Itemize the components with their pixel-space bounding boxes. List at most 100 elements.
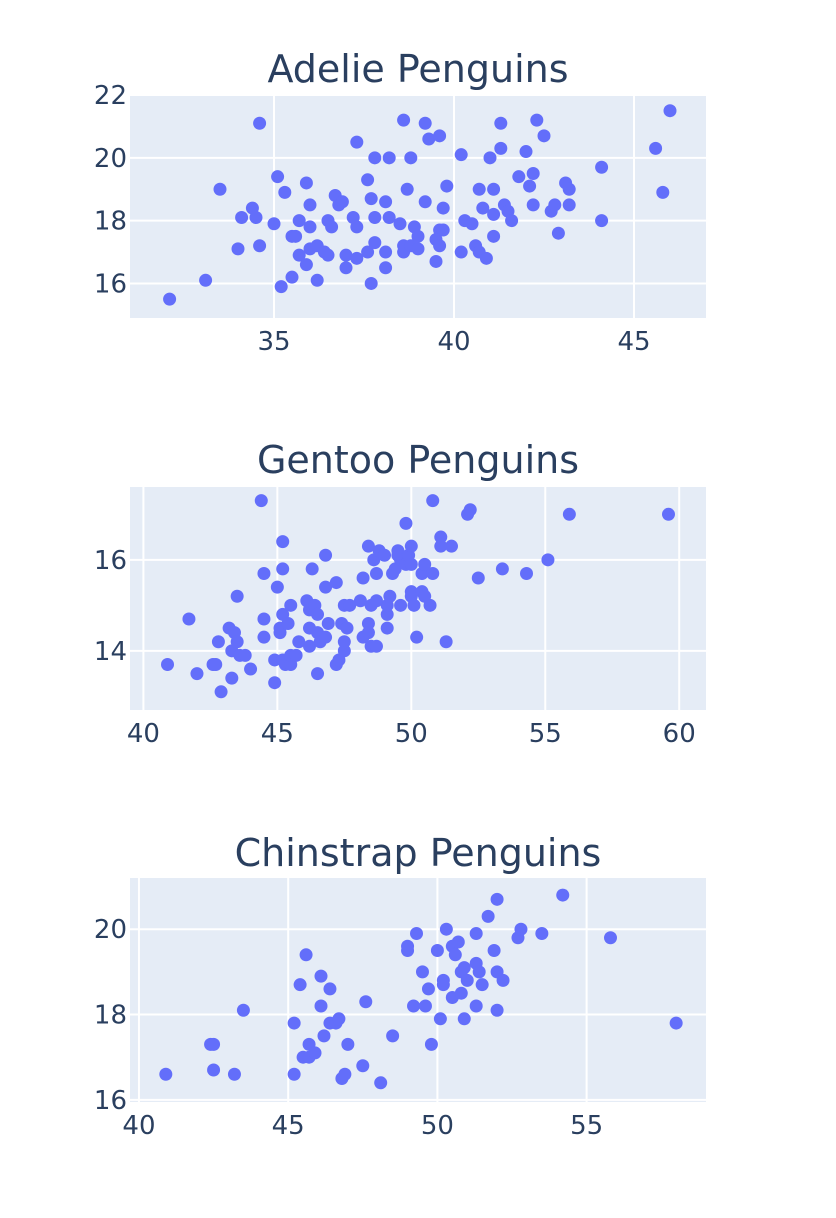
data-point xyxy=(338,1067,352,1081)
data-point xyxy=(319,548,333,562)
data-point xyxy=(476,201,490,215)
data-point xyxy=(163,292,177,306)
data-point xyxy=(207,1063,221,1077)
data-point xyxy=(271,170,285,184)
data-point xyxy=(199,273,213,287)
data-point xyxy=(487,944,501,958)
data-point xyxy=(369,639,383,653)
data-point xyxy=(368,151,382,165)
data-point xyxy=(161,657,175,671)
data-point xyxy=(190,667,204,681)
data-point xyxy=(421,982,435,996)
data-point xyxy=(329,576,343,590)
data-point xyxy=(562,507,576,521)
data-point xyxy=(379,195,393,209)
data-point xyxy=(235,210,249,224)
x-tick-label: 50 xyxy=(421,1111,454,1141)
data-point xyxy=(211,635,225,649)
data-point xyxy=(429,254,443,268)
x-tick-label: 40 xyxy=(127,719,160,749)
data-point xyxy=(469,926,483,940)
data-point xyxy=(418,557,432,571)
data-point xyxy=(214,685,228,699)
data-point xyxy=(268,676,282,690)
y-tick-label: 20 xyxy=(94,144,127,174)
chart-title: Adelie Penguins xyxy=(267,47,568,91)
data-point xyxy=(519,145,533,159)
data-point xyxy=(411,242,425,256)
data-point xyxy=(418,116,432,130)
data-point xyxy=(465,217,479,231)
data-point xyxy=(319,580,333,594)
data-point xyxy=(490,1003,504,1017)
data-point xyxy=(321,248,335,262)
data-point xyxy=(253,239,267,253)
data-point xyxy=(535,926,549,940)
plot-area xyxy=(130,487,706,710)
data-point xyxy=(293,978,307,992)
data-point xyxy=(400,182,414,196)
data-point xyxy=(353,594,367,608)
data-point xyxy=(404,585,418,599)
data-point xyxy=(350,251,364,265)
data-point xyxy=(526,167,540,181)
data-point xyxy=(369,566,383,580)
data-point xyxy=(537,129,551,143)
data-point xyxy=(430,944,444,958)
data-point xyxy=(343,598,357,612)
data-point xyxy=(562,198,576,212)
data-point xyxy=(404,539,418,553)
data-point xyxy=(278,185,292,199)
data-point xyxy=(404,151,418,165)
data-point xyxy=(434,530,448,544)
data-point xyxy=(230,589,244,603)
data-point xyxy=(299,948,313,962)
data-point xyxy=(436,223,450,237)
data-point xyxy=(669,1016,683,1030)
data-point xyxy=(356,1059,370,1073)
data-point xyxy=(159,1067,173,1081)
data-point xyxy=(374,1076,388,1090)
data-point xyxy=(332,1012,346,1026)
data-point xyxy=(418,195,432,209)
data-point xyxy=(335,195,349,209)
data-point xyxy=(361,617,375,631)
data-point xyxy=(530,113,544,127)
data-point xyxy=(433,129,447,143)
data-point xyxy=(439,635,453,649)
data-point xyxy=(236,1003,250,1017)
data-point xyxy=(292,248,306,262)
chart-title: Gentoo Penguins xyxy=(257,438,579,482)
data-point xyxy=(254,494,268,508)
data-point xyxy=(663,104,677,118)
data-point xyxy=(487,182,501,196)
data-point xyxy=(267,217,281,231)
data-point xyxy=(361,173,375,187)
data-point xyxy=(361,539,375,553)
data-point xyxy=(379,245,393,259)
data-point xyxy=(422,132,436,146)
data-point xyxy=(523,179,537,193)
data-point xyxy=(548,198,562,212)
data-point xyxy=(244,662,258,676)
y-tick-label: 16 xyxy=(94,1086,127,1116)
x-tick-label: 45 xyxy=(617,327,650,357)
data-point xyxy=(410,630,424,644)
y-tick-label: 18 xyxy=(94,1001,127,1031)
data-point xyxy=(321,617,335,631)
data-point xyxy=(368,210,382,224)
data-point xyxy=(426,566,440,580)
data-point xyxy=(287,1016,301,1030)
data-point xyxy=(469,999,483,1013)
panel-adelie-penguins: 35 40 45 16 18 20 22 Adelie Penguins xyxy=(94,47,706,357)
data-point xyxy=(424,1037,438,1051)
data-point xyxy=(364,192,378,206)
data-point xyxy=(483,151,497,165)
data-point xyxy=(457,961,471,975)
data-point xyxy=(299,176,313,190)
data-point xyxy=(305,562,319,576)
data-point xyxy=(487,207,501,221)
data-point xyxy=(339,248,353,262)
data-point xyxy=(514,922,528,936)
data-point xyxy=(289,648,303,662)
